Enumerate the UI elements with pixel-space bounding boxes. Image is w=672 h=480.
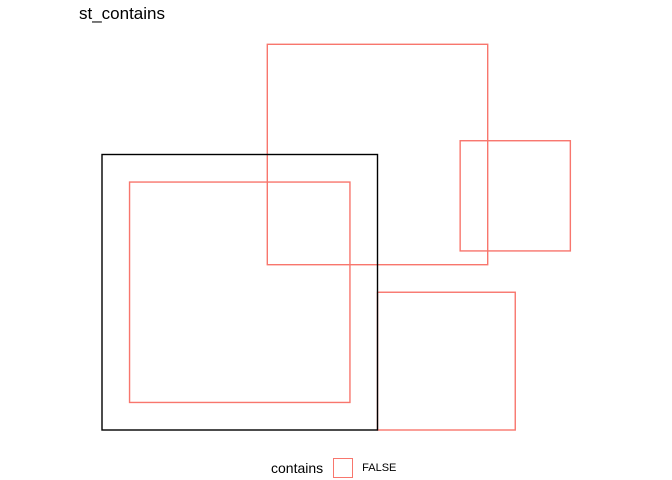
legend-title: contains	[271, 460, 324, 476]
inner-polygon	[128, 181, 351, 404]
plot-title: st_contains	[79, 4, 165, 23]
lower-right-polygon	[376, 291, 516, 431]
container-polygon	[101, 153, 379, 431]
right-polygon	[459, 140, 572, 252]
geometry-panel	[101, 43, 572, 431]
legend-label-false: FALSE	[362, 462, 397, 474]
legend: contains FALSE	[271, 457, 396, 479]
legend-key-false	[333, 458, 354, 478]
shapes-layer	[101, 43, 572, 431]
